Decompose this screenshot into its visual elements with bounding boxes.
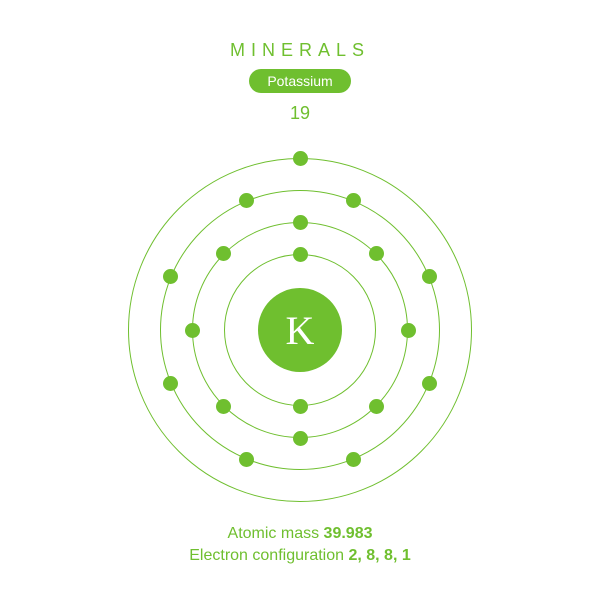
page-title: MINERALS [0, 40, 600, 61]
header: MINERALS Potassium 19 [0, 40, 600, 124]
nucleus: K [258, 288, 342, 372]
element-name-pill: Potassium [249, 69, 350, 93]
atomic-mass-line: Atomic mass 39.983 [0, 525, 600, 543]
electron-config-value: 2, 8, 8, 1 [348, 547, 410, 564]
electron-config-line: Electron configuration 2, 8, 8, 1 [0, 547, 600, 565]
electron-config-label: Electron configuration [189, 547, 344, 564]
footer: Atomic mass 39.983 Electron configuratio… [0, 521, 600, 565]
electron [293, 151, 308, 166]
atomic-mass-value: 39.983 [324, 525, 373, 542]
element-symbol: K [286, 307, 315, 354]
atomic-number: 19 [0, 103, 600, 124]
diagram-container: MINERALS Potassium 19 K Atomic mass 39.9… [0, 0, 600, 600]
atomic-mass-label: Atomic mass [228, 525, 320, 542]
